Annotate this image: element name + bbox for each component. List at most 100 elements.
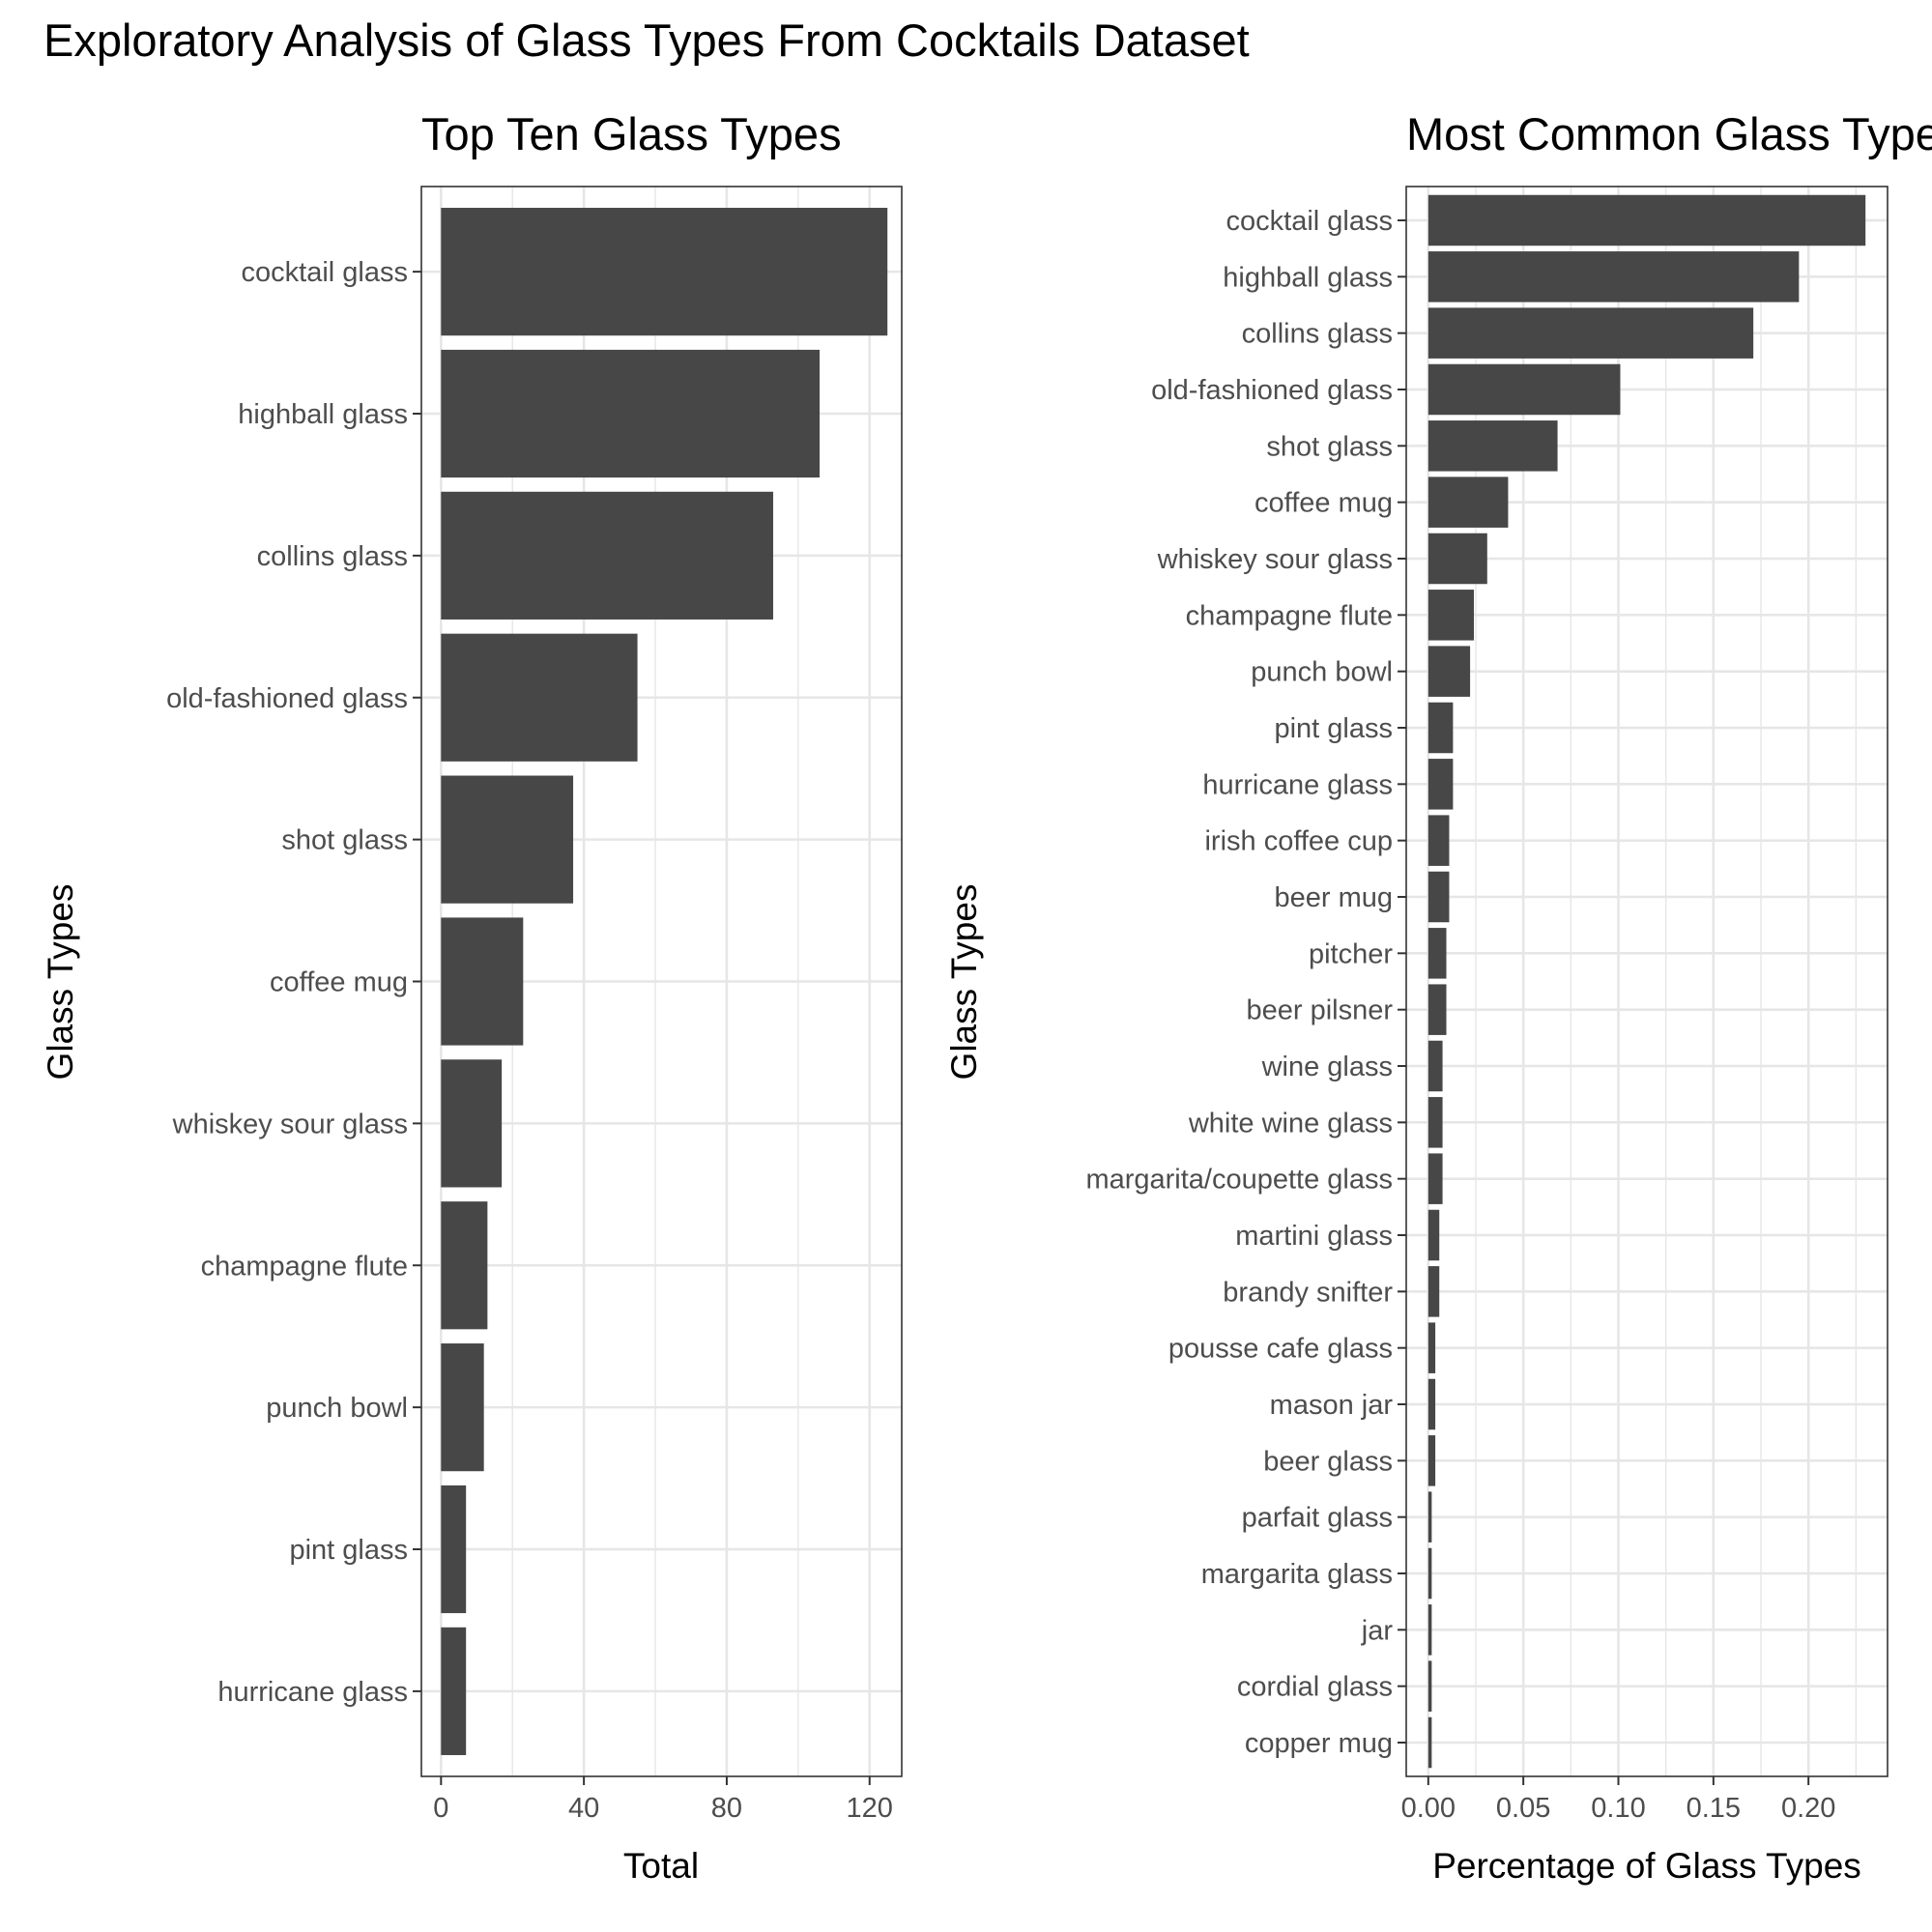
top-ten-x-axis: 0 40 80 120 [433,1776,893,1824]
most-common-y-tick-label: highball glass [1223,262,1393,293]
most-common-bar [1427,1604,1432,1656]
top-ten-y-tick-label: coffee mug [270,967,408,998]
most-common-y-tick-label: mason jar [1270,1390,1394,1421]
most-common-y-tick-label: collins glass [1242,319,1393,350]
top-ten-x-tick-label: 80 [711,1793,742,1824]
most-common-y-tick-label: hurricane glass [1202,769,1393,800]
most-common-bar [1427,1040,1443,1092]
most-common-bar [1427,1547,1432,1600]
most-common-x-tick-label: 0.05 [1496,1793,1550,1824]
most-common-y-tick-label: parfait glass [1242,1503,1393,1534]
top-ten-y-tick-label: punch bowl [266,1393,408,1424]
most-common-bar [1427,363,1621,416]
top-ten-y-tick-label: shot glass [281,825,408,856]
top-ten-bar [441,349,821,478]
top-ten-x-tick-label: 40 [568,1793,599,1824]
most-common-bar [1427,420,1558,472]
most-common-y-tick-label: coffee mug [1254,488,1393,519]
most-common-x-tick-label: 0.10 [1591,1793,1645,1824]
top-ten-y-tick-label: whiskey sour glass [172,1109,408,1139]
most-common-bar [1427,1716,1432,1769]
most-common-y-tick-label: margarita glass [1201,1559,1393,1590]
top-ten-y-tick-label: highball glass [238,399,408,430]
most-common-y-tick-label: cordial glass [1237,1672,1393,1703]
top-ten-y-tick-label: champagne flute [201,1251,408,1282]
top-ten-bar [441,1485,467,1614]
most-common-bar [1427,1097,1443,1148]
top-ten-x-axis-title: Total [623,1846,699,1886]
most-common-y-tick-label: copper mug [1245,1728,1393,1759]
most-common-y-tick-label: brandy snifter [1223,1277,1393,1308]
top-ten-bars [441,208,888,1755]
top-ten-y-axis-title: Glass Types [41,884,80,1081]
most-common-y-tick-label: beer pilsner [1246,995,1393,1026]
most-common-bar [1427,194,1866,246]
top-ten-bar [441,208,888,336]
most-common-y-tick-label: champagne flute [1186,600,1393,631]
most-common-y-tick-label: jar [1361,1615,1394,1646]
most-common-x-tick-label: 0.00 [1401,1793,1456,1824]
most-common-bar [1427,1209,1440,1261]
most-common-bar [1427,1266,1440,1317]
top-ten-bar [441,775,574,904]
top-ten-bar [441,1343,484,1472]
top-ten-bar [441,491,773,620]
most-common-x-tick-label: 0.15 [1687,1793,1741,1824]
most-common-bars [1427,194,1866,1769]
most-common-y-tick-label: shot glass [1266,431,1393,462]
most-common-bar [1427,1435,1436,1486]
most-common-bar [1427,1322,1436,1373]
most-common-bar [1427,984,1447,1035]
most-common-bar [1427,251,1800,303]
top-ten-bar [441,1201,488,1330]
top-ten-y-tick-label: pint glass [289,1535,408,1566]
most-common-bar [1427,928,1447,979]
most-common-chart: Most Common Glass Types cocktail glass hi… [944,108,1932,1886]
most-common-y-tick-label: irish coffee cup [1204,826,1393,857]
top-ten-bar [441,1627,467,1755]
top-ten-bar [441,917,524,1046]
top-ten-y-tick-label: cocktail glass [242,257,408,288]
most-common-y-axis-title: Glass Types [944,884,984,1081]
most-common-bar [1427,307,1754,359]
most-common-x-tick-label: 0.20 [1781,1793,1835,1824]
most-common-y-tick-label: margarita/coupette glass [1085,1165,1393,1196]
most-common-bar [1427,1153,1443,1204]
most-common-bar [1427,1660,1432,1712]
most-common-y-tick-label: old-fashioned glass [1151,375,1393,406]
most-common-y-tick-label: white wine glass [1188,1108,1393,1139]
most-common-grid [1406,187,1888,1776]
top-ten-y-axis: cocktail glass highball glass collins glas… [166,257,421,1708]
figure-title: Exploratory Analysis of Glass Types From… [43,14,1250,66]
most-common-bar [1427,1378,1436,1430]
most-common-panel-border [1405,186,1889,1777]
most-common-y-tick-label: pint glass [1274,713,1393,744]
top-ten-chart-title: Top Ten Glass Types [421,108,842,159]
most-common-y-tick-label: punch bowl [1251,657,1393,688]
most-common-y-tick-label: wine glass [1261,1052,1393,1082]
most-common-bar [1427,476,1509,528]
most-common-bar [1427,533,1487,585]
most-common-bar [1427,702,1454,754]
most-common-y-axis: cocktail glass highball glass collins glas… [1085,206,1406,1759]
most-common-y-tick-label: cocktail glass [1226,206,1393,237]
most-common-bar [1427,590,1475,641]
most-common-x-axis: 0.00 0.05 0.10 0.15 0.20 [1401,1776,1835,1824]
most-common-bar [1427,815,1450,866]
most-common-y-tick-label: pitcher [1309,938,1393,969]
top-ten-y-tick-label: old-fashioned glass [166,683,408,714]
most-common-bar [1427,759,1454,810]
most-common-y-tick-label: martini glass [1235,1221,1393,1252]
top-ten-chart: Top Ten Glass Types cocktail glass highba… [41,108,903,1886]
most-common-y-tick-label: whiskey sour glass [1157,544,1393,575]
top-ten-y-tick-label: hurricane glass [217,1677,408,1708]
top-ten-x-tick-label: 0 [433,1793,448,1824]
most-common-chart-title: Most Common Glass Types [1406,108,1932,159]
most-common-y-tick-label: beer glass [1263,1446,1393,1477]
most-common-bar [1427,646,1471,697]
top-ten-bar [441,1059,503,1188]
most-common-bar [1427,871,1450,923]
top-ten-y-tick-label: collins glass [257,541,408,572]
most-common-x-axis-title: Percentage of Glass Types [1432,1846,1861,1886]
